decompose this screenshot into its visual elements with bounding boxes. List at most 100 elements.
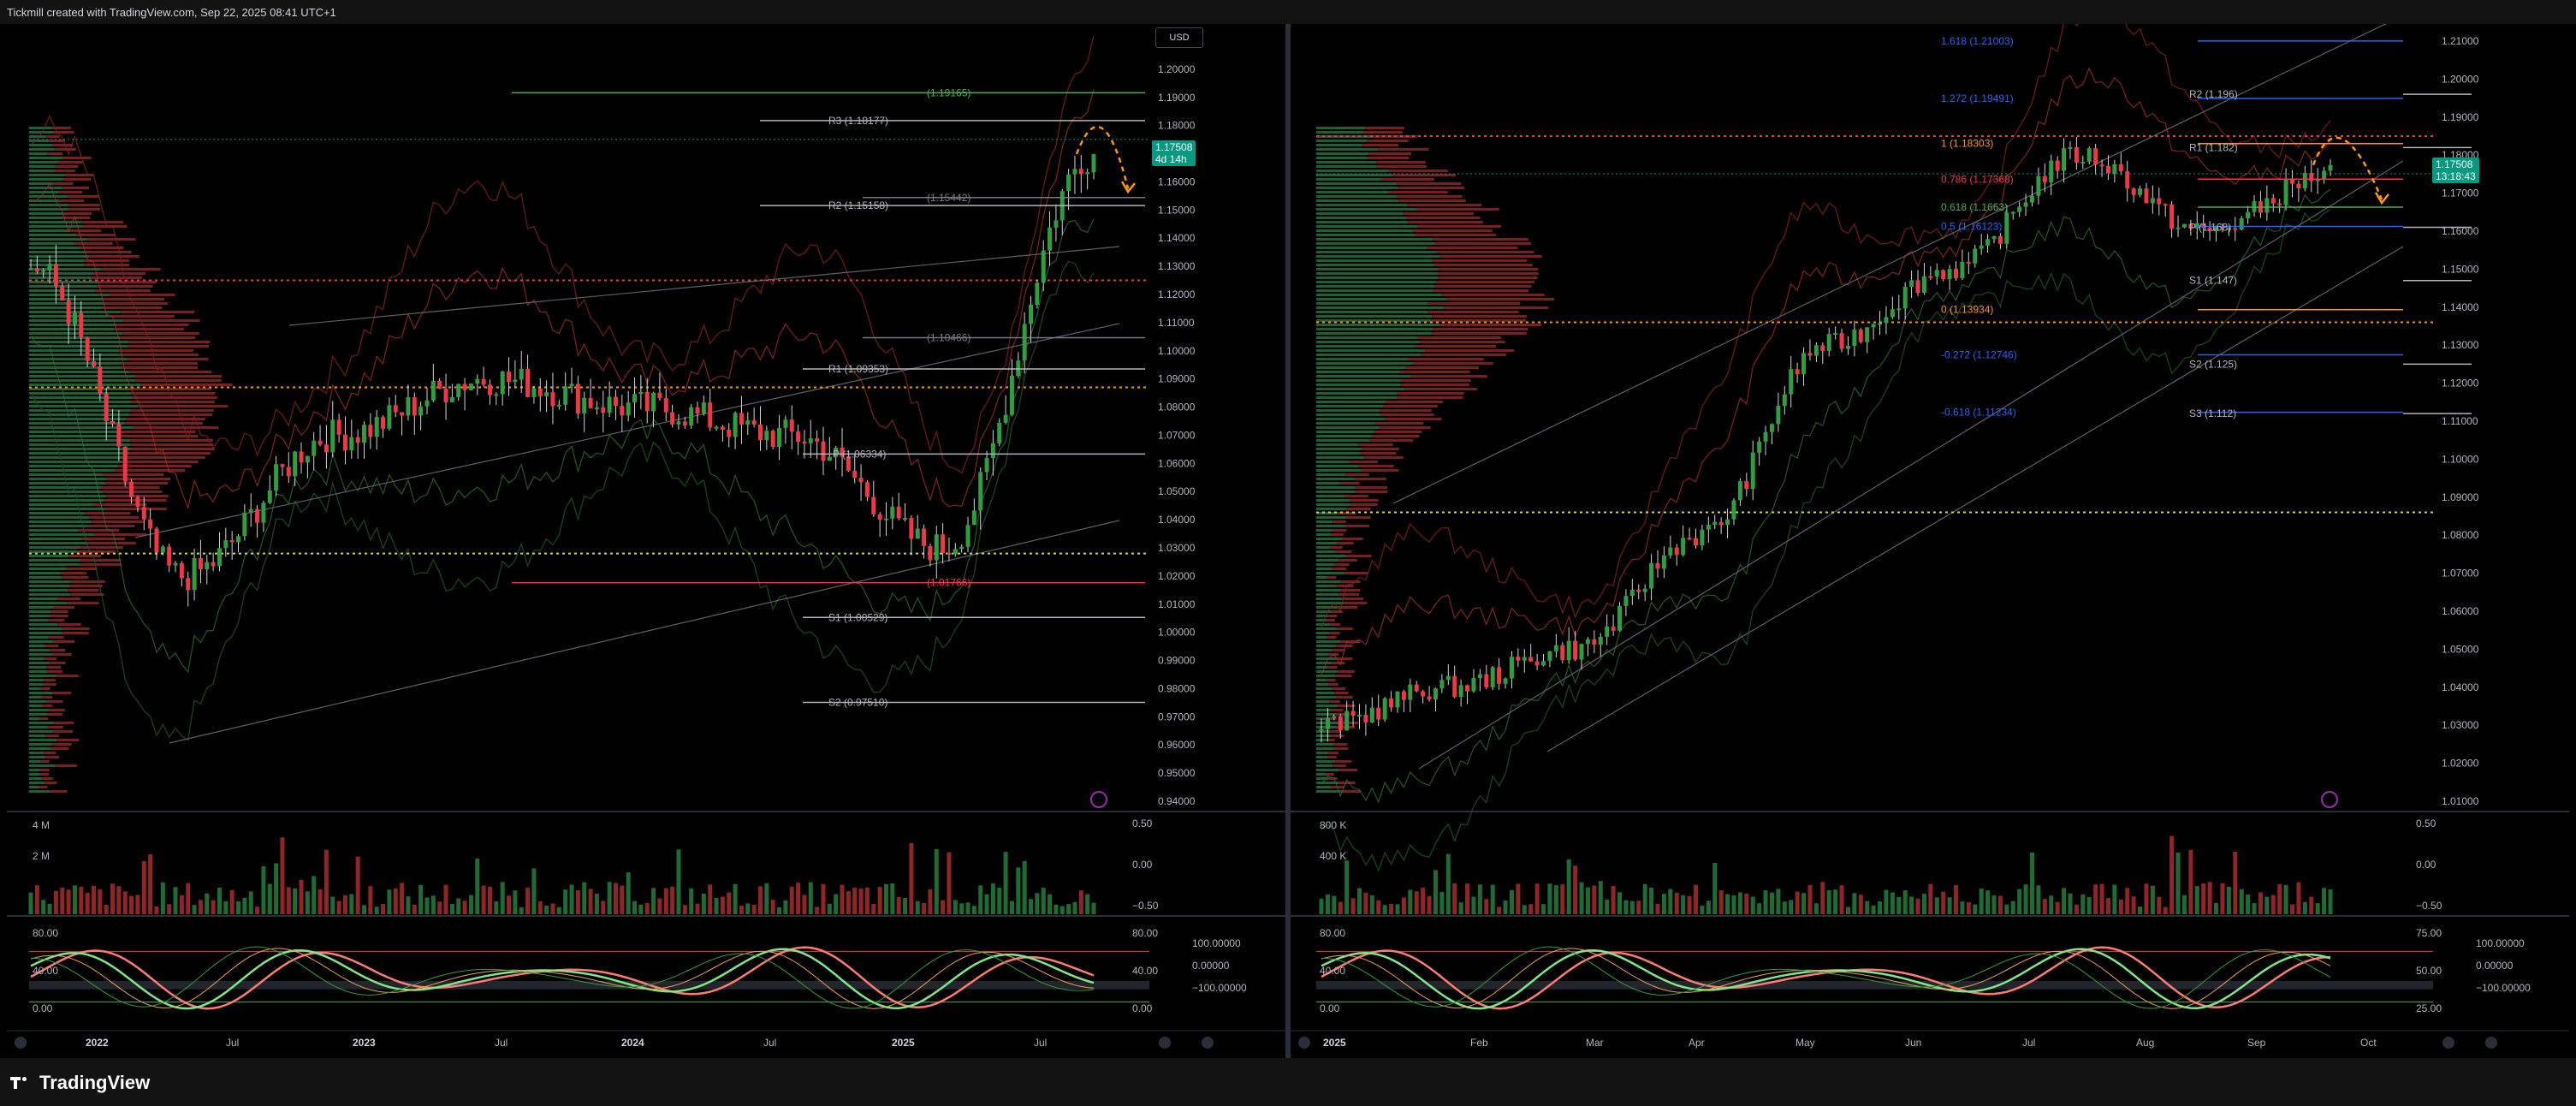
volume-bar xyxy=(1642,883,1647,914)
volume-profile-bar xyxy=(64,174,94,176)
volume-profile-bar xyxy=(29,499,105,502)
volume-bar xyxy=(1054,904,1059,914)
candle-body xyxy=(852,470,858,479)
volume-profile-bar xyxy=(60,572,87,574)
volume-bar xyxy=(984,894,989,914)
volume-profile-bar xyxy=(44,782,57,784)
volume-profile-bar xyxy=(29,435,122,437)
volume-bar xyxy=(1649,888,1654,914)
candle-body xyxy=(1553,645,1558,651)
right-chart-panel[interactable]: 1.21000 1.20000 1.19000 1.18000 1.17000 1.160… xyxy=(1291,24,2569,1058)
osc-far-axis-label: 0.00000 xyxy=(2476,960,2514,972)
currency-button[interactable]: USD xyxy=(1155,27,1203,48)
volume-bar xyxy=(1319,898,1324,914)
volume-bar xyxy=(1865,901,1870,914)
candle-body xyxy=(727,429,732,437)
price-axis-label: 1.21000 xyxy=(2442,35,2479,47)
volume-bar xyxy=(2004,904,2009,914)
candle-body xyxy=(135,497,140,508)
volume-profile-bar xyxy=(29,739,57,741)
volume-profile-bar xyxy=(1369,439,1414,442)
volume-profile-bar xyxy=(1434,285,1532,288)
candle-body xyxy=(1465,685,1470,692)
volume-profile-bar xyxy=(29,328,115,330)
volume-profile-bar xyxy=(1340,589,1361,592)
volume-bar xyxy=(362,905,367,914)
left-chart-svg[interactable]: 1.210001.200001.190001.180001.170001.160… xyxy=(7,24,1285,1058)
candle-body xyxy=(626,402,631,416)
tradingview-logo[interactable]: TradingView xyxy=(10,1072,150,1094)
price-axis-label: 0.96000 xyxy=(1158,739,1196,751)
volume-profile-bar xyxy=(1316,328,1433,330)
level-label: 0.618 (1.1663) xyxy=(1941,201,2008,213)
volume-profile-bar xyxy=(29,623,58,626)
left-chart-panel[interactable]: 1.210001.200001.190001.180001.170001.160… xyxy=(7,24,1285,1058)
volume-bar xyxy=(412,904,417,914)
volume-bar xyxy=(2086,896,2092,914)
volume-profile-bar xyxy=(1334,713,1350,716)
volume-bar xyxy=(66,889,71,914)
osc-band xyxy=(1316,980,2433,990)
candle-body xyxy=(575,384,580,413)
candle-body xyxy=(1560,645,1565,661)
volume-bar xyxy=(575,889,580,914)
candle-body xyxy=(1795,369,1800,375)
volume-bar xyxy=(79,887,84,914)
volume-bar xyxy=(468,895,473,914)
volume-profile-bar xyxy=(1410,375,1487,378)
volume-profile-bar xyxy=(1316,341,1421,343)
volume-profile-bar xyxy=(1316,666,1328,669)
volume-bar xyxy=(871,903,876,914)
price-axis-label: 1.07000 xyxy=(2442,568,2479,580)
volume-bar xyxy=(192,905,197,914)
volume-profile-bar xyxy=(29,777,43,780)
volume-bar xyxy=(2131,896,2136,914)
level-label: R1 (1.09353) xyxy=(828,363,888,375)
volume-bar xyxy=(626,872,631,914)
osc-left-axis-label: 40.00 xyxy=(1320,965,1345,977)
volume-profile-bar xyxy=(1316,657,1337,660)
volume-profile-bar xyxy=(29,722,54,724)
volume-bar xyxy=(2207,882,2212,914)
volume-profile-bar xyxy=(44,679,56,681)
volume-profile-bar xyxy=(106,478,171,480)
volume-bar xyxy=(1763,890,1768,914)
candle-body xyxy=(1896,308,1902,311)
panel-divider[interactable] xyxy=(1285,24,1291,1058)
candle-body xyxy=(437,380,442,389)
candle-body xyxy=(167,546,172,566)
volume-right-axis-label: 0.00 xyxy=(2416,859,2437,871)
volume-profile-bar xyxy=(1329,700,1340,703)
volume-bar xyxy=(1376,900,1381,914)
volume-profile-bar xyxy=(1316,495,1345,497)
volume-profile-bar xyxy=(1342,538,1363,540)
volume-profile-bar xyxy=(1327,679,1336,681)
volume-bar xyxy=(318,889,323,914)
candle-body xyxy=(1592,639,1597,645)
volume-bar xyxy=(947,852,952,914)
volume-profile-bar xyxy=(1386,401,1443,403)
volume-profile-bar xyxy=(1316,653,1329,656)
candle-body xyxy=(66,300,71,324)
right-chart-svg[interactable]: 1.210001.200001.190001.180001.170001.160… xyxy=(1291,24,2569,1058)
price-axis-label: 1.06000 xyxy=(1158,457,1196,469)
candle-body xyxy=(2055,160,2060,171)
candle-body xyxy=(2118,164,2123,172)
volume-profile-bar xyxy=(1332,662,1345,664)
volume-profile-bar xyxy=(1316,606,1339,609)
volume-bar xyxy=(883,883,888,914)
volume-profile-bar xyxy=(122,362,198,365)
volume-bar xyxy=(1573,865,1578,914)
volume-profile-bar xyxy=(62,187,90,189)
volume-profile-bar xyxy=(1336,627,1353,630)
volume-profile-bar xyxy=(1316,247,1427,249)
volume-bar xyxy=(607,882,612,914)
volume-profile-bar xyxy=(1316,529,1333,532)
price-axis-label: 1.15000 xyxy=(2442,263,2479,275)
volume-profile-bar xyxy=(1316,730,1330,733)
candle-body xyxy=(1826,334,1831,351)
volume-profile-bar xyxy=(44,752,56,754)
volume-bar xyxy=(1547,883,1552,914)
projection-arrow xyxy=(1075,125,1130,189)
volume-profile-bar xyxy=(103,473,164,476)
